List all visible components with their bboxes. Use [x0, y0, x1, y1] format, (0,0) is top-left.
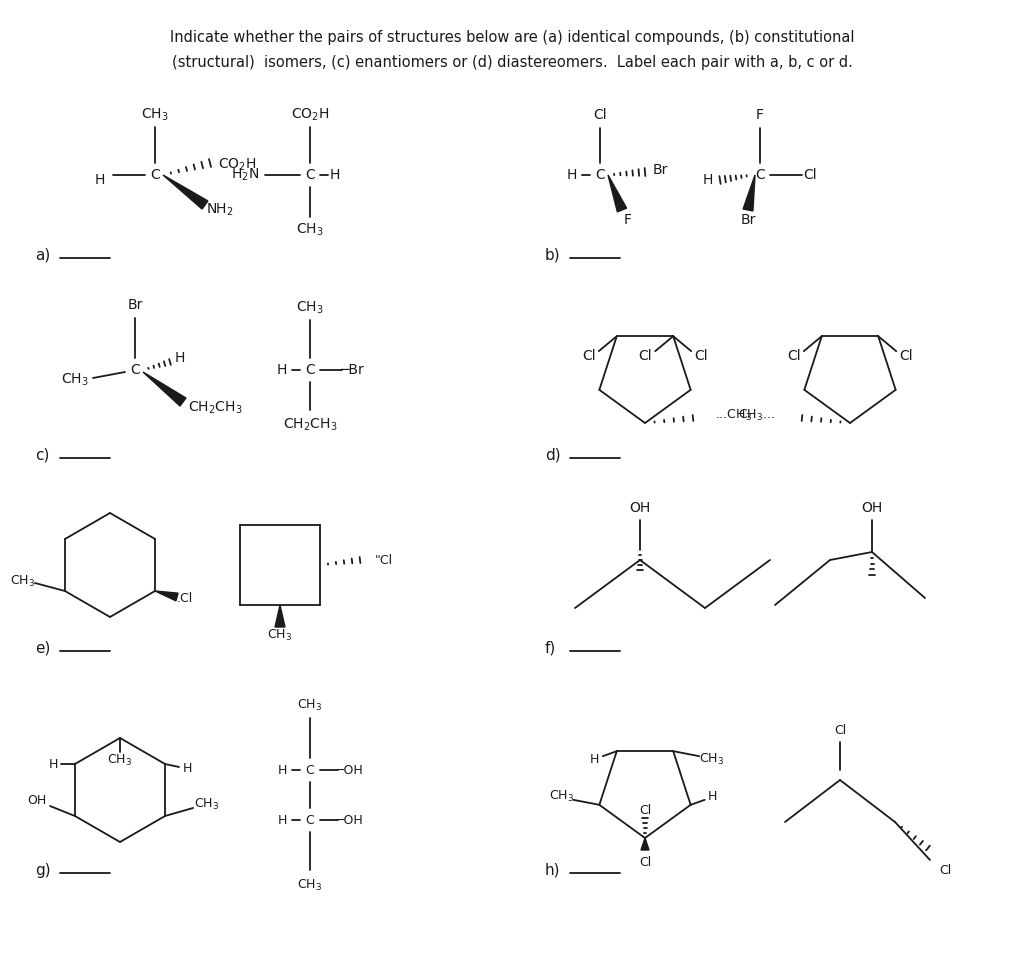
Text: CH$_3$: CH$_3$	[698, 752, 724, 766]
Text: b): b)	[545, 247, 560, 263]
Text: H: H	[182, 762, 191, 776]
Text: F: F	[624, 213, 632, 227]
Text: CH$_3$: CH$_3$	[296, 222, 324, 238]
Text: H: H	[330, 168, 340, 182]
Text: .Cl: .Cl	[177, 593, 194, 605]
Text: Cl: Cl	[787, 349, 801, 363]
Text: Br: Br	[652, 163, 668, 177]
Text: Cl: Cl	[593, 108, 607, 122]
Polygon shape	[155, 591, 178, 601]
Text: CO$_2$H: CO$_2$H	[218, 157, 256, 174]
Text: CH$_3$: CH$_3$	[267, 627, 293, 643]
Text: CH$_3$: CH$_3$	[296, 300, 324, 316]
Text: C: C	[130, 363, 140, 377]
Text: OH: OH	[861, 501, 883, 515]
Text: CH$_3$...: CH$_3$...	[738, 408, 775, 423]
Text: CH$_2$CH$_3$: CH$_2$CH$_3$	[187, 400, 243, 416]
Text: Cl: Cl	[694, 349, 708, 363]
Text: e): e)	[35, 641, 50, 656]
Polygon shape	[743, 175, 755, 211]
Text: Cl: Cl	[899, 349, 913, 363]
Text: Cl: Cl	[582, 349, 596, 363]
Text: H: H	[708, 790, 718, 804]
Text: Indicate whether the pairs of structures below are (a) identical compounds, (b) : Indicate whether the pairs of structures…	[170, 30, 854, 45]
Text: C: C	[755, 168, 765, 182]
Polygon shape	[608, 175, 627, 212]
Text: C: C	[305, 363, 314, 377]
Text: CH$_3$: CH$_3$	[61, 372, 89, 388]
Text: c): c)	[35, 448, 49, 462]
Text: Br: Br	[127, 298, 142, 312]
Text: d): d)	[545, 448, 560, 462]
Text: CH$_3$: CH$_3$	[195, 797, 219, 811]
Text: OH: OH	[28, 794, 46, 807]
Text: CH$_3$: CH$_3$	[141, 106, 169, 123]
Text: H: H	[590, 753, 599, 765]
Text: Cl: Cl	[939, 863, 951, 877]
Text: CH$_3$: CH$_3$	[10, 573, 36, 589]
Text: Cl: Cl	[834, 723, 846, 737]
Text: Cl: Cl	[638, 349, 652, 363]
Text: C: C	[151, 168, 160, 182]
Text: Cl: Cl	[639, 804, 651, 816]
Text: H: H	[175, 351, 185, 365]
Text: H: H	[702, 173, 713, 187]
Text: Br: Br	[740, 213, 756, 227]
Text: CH$_3$: CH$_3$	[297, 877, 323, 893]
Text: F: F	[756, 108, 764, 122]
Text: CH$_3$: CH$_3$	[297, 697, 323, 713]
Polygon shape	[163, 175, 208, 209]
Text: CH$_3$: CH$_3$	[108, 753, 132, 767]
Text: ─OH: ─OH	[337, 813, 364, 827]
Text: OH: OH	[630, 501, 650, 515]
Text: H: H	[276, 363, 287, 377]
Text: NH$_2$: NH$_2$	[206, 201, 233, 219]
Text: H: H	[567, 168, 578, 182]
Text: g): g)	[35, 862, 50, 877]
Text: H: H	[48, 758, 57, 770]
Text: CH$_2$CH$_3$: CH$_2$CH$_3$	[283, 417, 337, 433]
Text: Cl: Cl	[803, 168, 817, 182]
Text: C: C	[305, 763, 314, 777]
Text: H: H	[278, 813, 287, 827]
Text: C: C	[305, 813, 314, 827]
Text: h): h)	[545, 862, 560, 877]
Text: CO$_2$H: CO$_2$H	[291, 106, 329, 123]
Text: H: H	[95, 173, 105, 187]
Polygon shape	[641, 838, 649, 850]
Text: (structural)  isomers, (c) enantiomers or (d) diastereomers.  Label each pair wi: (structural) isomers, (c) enantiomers or…	[172, 55, 852, 70]
Text: a): a)	[35, 247, 50, 263]
Text: C: C	[595, 168, 605, 182]
Text: f): f)	[545, 641, 556, 656]
Text: H: H	[278, 763, 287, 777]
Text: ─Br: ─Br	[340, 363, 364, 377]
Polygon shape	[143, 372, 186, 406]
Polygon shape	[275, 605, 285, 627]
Text: CH$_3$: CH$_3$	[549, 789, 573, 805]
Text: Cl: Cl	[639, 855, 651, 869]
Text: ...CH$_3$: ...CH$_3$	[715, 408, 752, 423]
Text: ─OH: ─OH	[337, 763, 364, 777]
Text: "Cl: "Cl	[375, 553, 393, 567]
Text: C: C	[305, 168, 314, 182]
Text: H$_2$N: H$_2$N	[231, 167, 259, 183]
